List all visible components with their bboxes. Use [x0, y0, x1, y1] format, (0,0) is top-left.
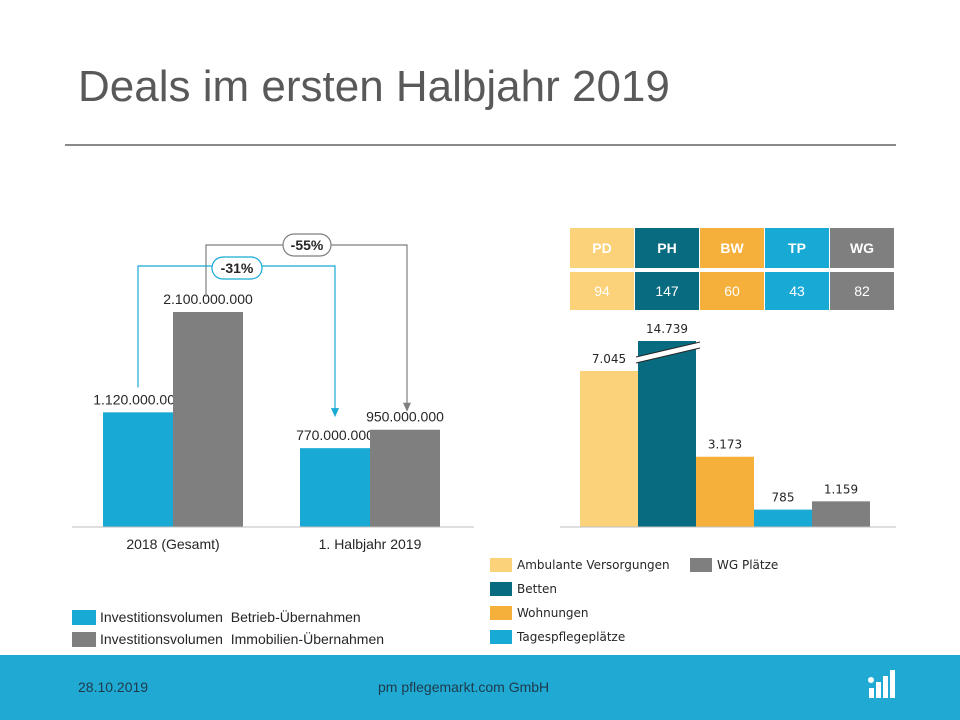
table-value-bw: 60 [700, 272, 764, 310]
title-divider [65, 144, 896, 146]
table-value-wg: 82 [830, 272, 894, 310]
pct-label-betrieb: -31% [221, 260, 254, 276]
legend-item: Ambulante Versorgungen [490, 558, 670, 572]
footer-company: pm pflegemarkt.com GmbH [378, 679, 550, 695]
bar-value-label: 785 [772, 491, 795, 505]
axis-break-line [635, 347, 701, 364]
chart-canvas: 1.120.000.000 2.100.000.000 2018 (Gesamt) 7… [72, 233, 896, 552]
pct-badge-immobilien [282, 233, 332, 257]
bar-betten [638, 341, 696, 527]
table-value-tp: 43 [765, 272, 829, 310]
bar-betrieb-1 [300, 448, 370, 527]
bar-immobilien-1 [370, 429, 440, 527]
bar-value-label: 7.045 [592, 352, 626, 366]
footer-date: 28.10.2019 [78, 679, 149, 695]
legend-swatch [490, 582, 512, 596]
bar-value-label: 2.100.000.000 [163, 291, 253, 307]
legend-swatch [72, 631, 96, 647]
table-header-ph: PH [635, 228, 699, 268]
axis-break-line [635, 341, 701, 358]
bar-immobilien-0 [173, 312, 243, 527]
table-value-pd: 94 [570, 272, 634, 310]
legend-label: Wohnungen [517, 606, 589, 620]
legend-label: Ambulante Versorgungen [517, 558, 670, 572]
legend-label: Investitionsvolumen Betrieb-Übernahmen [100, 609, 361, 625]
pct-badge-betrieb [211, 256, 263, 280]
legend-swatch [690, 558, 712, 572]
footer-bar: 28.10.2019 pm pflegemarkt.com GmbH [0, 655, 960, 720]
bar-value-label: 14.739 [646, 322, 688, 336]
table-header-pd: PD [570, 228, 634, 268]
company-logo-icon [868, 670, 895, 698]
legend-label: WG Plätze [717, 558, 779, 572]
legend-label: Investitionsvolumen Immobilien-Übernahme… [100, 631, 385, 647]
legend-item: Tagespflegeplätze [490, 630, 625, 644]
bar-value-label: 1.159 [824, 482, 858, 496]
x-tick-label: 2018 (Gesamt) [126, 536, 219, 552]
bar-value-label: 770.000.000 [296, 427, 374, 443]
legend-left: Investitionsvolumen Betrieb-Übernahmen In… [72, 606, 384, 650]
legend-item: Betten [490, 582, 557, 596]
legend-item: Investitionsvolumen Betrieb-Übernahmen [72, 606, 384, 628]
legend-label: Betten [517, 582, 558, 596]
legend-item: Investitionsvolumen Immobilien-Übernahme… [72, 628, 384, 650]
bar-value-label: 950.000.000 [366, 409, 444, 425]
bar-wg-pl-tze [812, 501, 870, 527]
axis-break-icon [636, 342, 700, 363]
table-header-wg: WG [830, 228, 894, 268]
page-title: Deals im ersten Halbjahr 2019 [78, 62, 670, 111]
bar-ambulante-versorgungen [580, 371, 638, 527]
legend-swatch [72, 609, 96, 625]
table-header-bw: BW [700, 228, 764, 268]
legend-swatch [490, 630, 512, 644]
legend-swatch [490, 558, 512, 572]
legend-item: WG Plätze [690, 558, 778, 572]
legend-item: Wohnungen [490, 606, 589, 620]
bar-wohnungen [696, 456, 754, 527]
arrowhead-immobilien-icon [403, 402, 411, 412]
legend-label: Tagespflegeplätze [517, 630, 626, 644]
legend-swatch [490, 606, 512, 620]
table-value-ph: 147 [635, 272, 699, 310]
bar-betrieb-0 [103, 412, 173, 527]
bar-tagespflegepl-tze [754, 509, 812, 527]
x-tick-label: 1. Halbjahr 2019 [319, 536, 422, 552]
bar-value-label: 1.120.000.000 [93, 391, 183, 407]
arrowhead-betrieb-icon [331, 408, 339, 418]
pct-label-immobilien: -55% [291, 237, 324, 253]
table-header-tp: TP [765, 228, 829, 268]
bar-value-label: 3.173 [708, 438, 742, 452]
